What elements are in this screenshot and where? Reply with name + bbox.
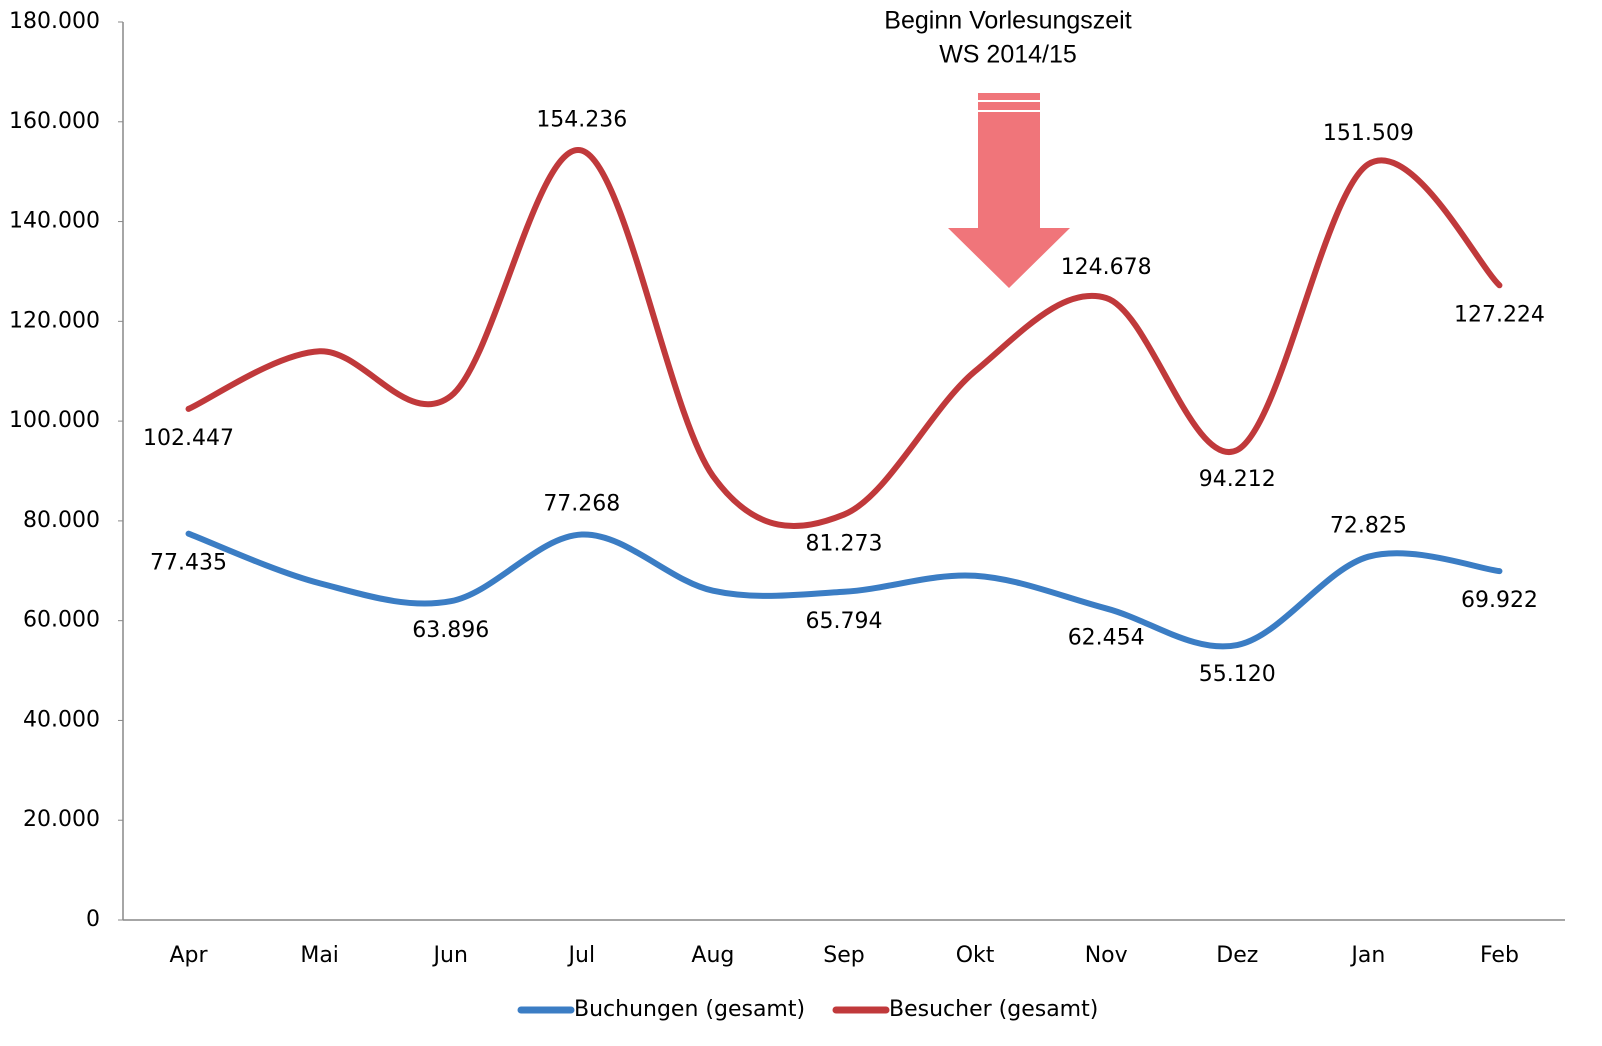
annotation: Beginn Vorlesungszeit — [884, 7, 1131, 35]
data-label: 154.236 — [536, 108, 627, 133]
data-label: 77.268 — [543, 492, 620, 517]
y-tick-label: 0 — [86, 907, 100, 932]
y-tick-label: 160.000 — [9, 109, 100, 134]
data-label: 81.273 — [806, 532, 883, 557]
data-label: 124.678 — [1061, 255, 1152, 280]
annotation: WS 2014/15 — [939, 41, 1077, 69]
x-tick-label: Jul — [567, 943, 596, 968]
x-tick-label: Dez — [1216, 943, 1258, 968]
y-tick-label: 180.000 — [9, 9, 100, 34]
data-label: 63.896 — [412, 618, 489, 643]
legend-label: Besucher (gesamt) — [889, 997, 1098, 1022]
data-label: 94.212 — [1199, 467, 1276, 492]
x-tick-label: Mai — [300, 943, 339, 968]
x-tick-label: Sep — [823, 943, 864, 968]
data-label: 55.120 — [1199, 662, 1276, 687]
x-tick-label: Jan — [1349, 943, 1385, 968]
y-tick-label: 80.000 — [23, 508, 100, 533]
data-label: 65.794 — [806, 609, 883, 634]
x-tick-label: Aug — [691, 943, 734, 968]
x-tick-label: Okt — [956, 943, 995, 968]
series-line — [185, 147, 1503, 530]
x-tick-label: Apr — [170, 943, 209, 968]
data-label: 69.922 — [1461, 588, 1538, 613]
annotation-arrow — [948, 93, 1070, 288]
data-label: 77.435 — [150, 551, 227, 576]
data-label: 102.447 — [143, 426, 234, 451]
y-tick-label: 140.000 — [9, 209, 100, 234]
y-tick-label: 20.000 — [23, 807, 100, 832]
series-line — [185, 530, 1503, 650]
data-label: 151.509 — [1323, 121, 1414, 146]
data-label: 127.224 — [1454, 302, 1545, 327]
data-label: 62.454 — [1068, 625, 1145, 650]
data-label: 72.825 — [1330, 514, 1407, 539]
x-tick-label: Jun — [432, 943, 468, 968]
y-tick-label: 40.000 — [23, 707, 100, 732]
y-tick-label: 100.000 — [9, 408, 100, 433]
x-tick-label: Nov — [1085, 943, 1128, 968]
legend-label: Buchungen (gesamt) — [574, 997, 805, 1022]
y-tick-label: 60.000 — [23, 608, 100, 633]
y-tick-label: 120.000 — [9, 308, 100, 333]
x-tick-label: Feb — [1480, 943, 1519, 968]
